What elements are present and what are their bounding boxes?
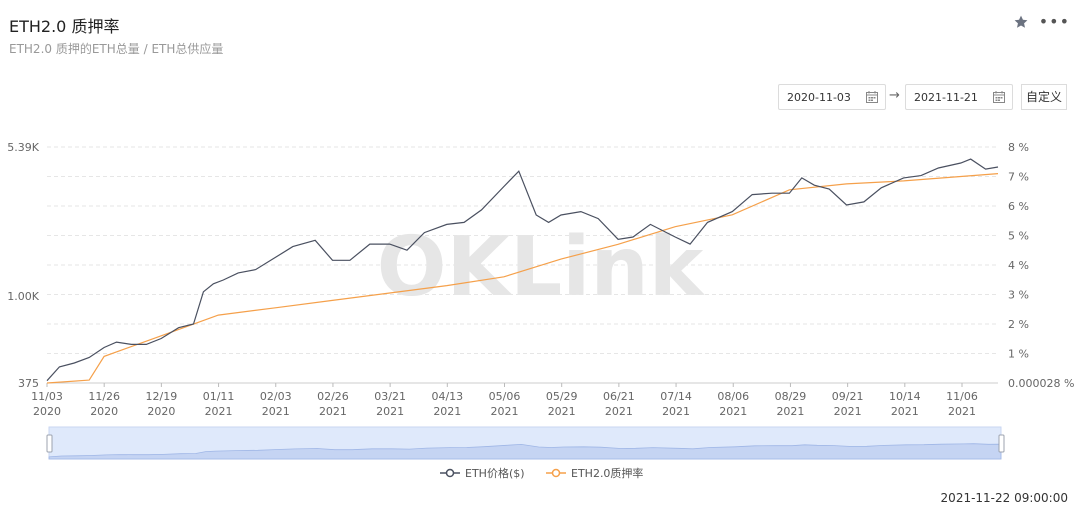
calendar-icon <box>993 91 1005 103</box>
y-left-tick-label: 5.39K <box>7 141 39 154</box>
x-tick-label: 03/21 <box>374 390 406 403</box>
x-tick-year: 2021 <box>662 405 690 418</box>
x-tick-label: 07/14 <box>660 390 692 403</box>
series-line-staking-rate <box>46 173 999 384</box>
page-title: ETH2.0 质押率 <box>9 17 120 36</box>
y-right-tick-label: 4 % <box>1008 259 1029 272</box>
more-icon[interactable]: ••• <box>1038 12 1070 31</box>
x-tick-label: 11/03 <box>31 390 63 403</box>
x-axis: 11/03 2020 11/26 2020 12/19 2020 01/11 2021 02/0… <box>31 383 978 418</box>
x-tick-year: 2020 <box>90 405 118 418</box>
x-tick-label: 01/11 <box>203 390 235 403</box>
x-tick-label: 08/29 <box>775 390 807 403</box>
legend-marker <box>551 468 561 478</box>
data-zoom-slider[interactable] <box>46 426 1005 460</box>
x-tick-year: 2021 <box>948 405 976 418</box>
slider-handle-right[interactable] <box>998 434 1005 453</box>
x-tick-label: 08/06 <box>717 390 749 403</box>
legend-item[interactable]: ETH2.0质押率 <box>546 466 643 480</box>
start-date-input[interactable]: 2020-11-03 <box>778 84 886 110</box>
x-tick-label: 12/19 <box>146 390 178 403</box>
y-right-tick-label: 0.000028 % <box>1008 377 1074 390</box>
y-right-tick-label: 8 % <box>1008 141 1029 154</box>
x-tick-label: 11/06 <box>946 390 978 403</box>
x-tick-label: 02/03 <box>260 390 292 403</box>
x-tick-year: 2021 <box>891 405 919 418</box>
y-right-tick-label: 1 % <box>1008 348 1029 361</box>
timestamp: 2021-11-22 09:00:00 <box>940 491 1068 505</box>
x-tick-label: 06/21 <box>603 390 635 403</box>
x-tick-year: 2021 <box>548 405 576 418</box>
x-tick-label: 09/21 <box>832 390 864 403</box>
end-date-value: 2021-11-21 <box>914 91 978 104</box>
x-tick-label: 10/14 <box>889 390 921 403</box>
legend-label: ETH2.0质押率 <box>571 466 643 480</box>
x-tick-year: 2021 <box>491 405 519 418</box>
custom-range-button[interactable]: 自定义 <box>1021 84 1067 110</box>
x-tick-label: 04/13 <box>431 390 463 403</box>
y-right-tick-label: 3 % <box>1008 289 1029 302</box>
x-tick-year: 2021 <box>376 405 404 418</box>
x-tick-label: 05/06 <box>489 390 521 403</box>
legend-marker <box>445 468 455 478</box>
x-tick-year: 2021 <box>433 405 461 418</box>
x-tick-year: 2020 <box>33 405 61 418</box>
chart-grid <box>47 146 998 384</box>
x-tick-label: 11/26 <box>88 390 120 403</box>
series-line-eth-price <box>46 158 999 382</box>
star-icon[interactable] <box>1013 14 1029 30</box>
y-axis-left: 5.39K 1.00K 375 <box>7 141 39 390</box>
watermark: OKLink <box>377 220 706 315</box>
y-axis-right: 8 % 7 % 6 % 5 % 4 % 3 % 2 % 1 % 0.000028 % <box>1008 141 1074 390</box>
x-tick-year: 2021 <box>319 405 347 418</box>
page-subtitle: ETH2.0 质押的ETH总量 / ETH总供应量 <box>9 42 224 56</box>
x-tick-year: 2021 <box>205 405 233 418</box>
y-right-tick-label: 5 % <box>1008 230 1029 243</box>
y-right-tick-label: 2 % <box>1008 318 1029 331</box>
y-right-tick-label: 6 % <box>1008 200 1029 213</box>
end-date-input[interactable]: 2021-11-21 <box>905 84 1013 110</box>
chart: OKLink 5.39K 1.00K 375 8 % 7 % 6 % 5 % 4 % 3 % 2… <box>7 141 1074 480</box>
y-left-tick-label: 375 <box>18 377 39 390</box>
calendar-icon <box>866 91 878 103</box>
x-tick-year: 2021 <box>262 405 290 418</box>
x-tick-year: 2020 <box>147 405 175 418</box>
chart-legend: ETH价格($) ETH2.0质押率 <box>440 466 643 480</box>
header-actions: ••• <box>1013 14 1070 30</box>
arrow-right-icon: → <box>889 88 900 103</box>
x-tick-year: 2021 <box>834 405 862 418</box>
y-right-tick-label: 7 % <box>1008 171 1029 184</box>
slider-preview-area <box>48 443 1002 460</box>
x-tick-year: 2021 <box>719 405 747 418</box>
x-tick-label: 05/29 <box>546 390 578 403</box>
start-date-value: 2020-11-03 <box>787 91 851 104</box>
x-tick-label: 02/26 <box>317 390 349 403</box>
x-tick-year: 2021 <box>605 405 633 418</box>
legend-item[interactable]: ETH价格($) <box>440 466 525 480</box>
legend-label: ETH价格($) <box>465 466 525 480</box>
slider-handle-left[interactable] <box>46 434 53 453</box>
y-left-tick-label: 1.00K <box>7 290 39 303</box>
x-tick-year: 2021 <box>776 405 804 418</box>
